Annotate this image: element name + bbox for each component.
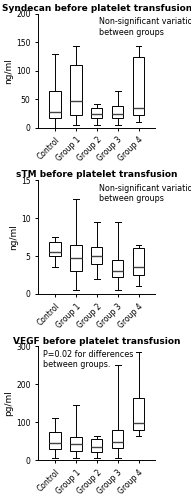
Title: VEGF before platelet transfusion: VEGF before platelet transfusion (13, 336, 180, 345)
PathPatch shape (133, 398, 144, 430)
PathPatch shape (91, 108, 103, 118)
Text: Non-significant variations
between groups: Non-significant variations between group… (99, 18, 191, 37)
PathPatch shape (70, 244, 82, 271)
PathPatch shape (91, 440, 103, 452)
Text: Non-significant variations
between groups: Non-significant variations between group… (99, 184, 191, 203)
Title: sTM before platelet transfusion: sTM before platelet transfusion (16, 170, 177, 179)
Y-axis label: ng/ml: ng/ml (9, 224, 18, 250)
PathPatch shape (70, 438, 82, 450)
PathPatch shape (133, 56, 144, 115)
Y-axis label: pg/ml: pg/ml (4, 390, 13, 416)
Text: P=0.02 for differences
between groups.: P=0.02 for differences between groups. (43, 350, 133, 369)
PathPatch shape (49, 242, 61, 256)
PathPatch shape (112, 260, 123, 278)
PathPatch shape (112, 430, 123, 448)
Y-axis label: ng/ml: ng/ml (4, 58, 13, 84)
PathPatch shape (112, 106, 123, 118)
PathPatch shape (49, 91, 61, 118)
Title: Syndecan before platelet transfusion: Syndecan before platelet transfusion (2, 4, 191, 13)
PathPatch shape (70, 65, 82, 115)
PathPatch shape (133, 248, 144, 275)
PathPatch shape (91, 247, 103, 264)
PathPatch shape (49, 432, 61, 449)
